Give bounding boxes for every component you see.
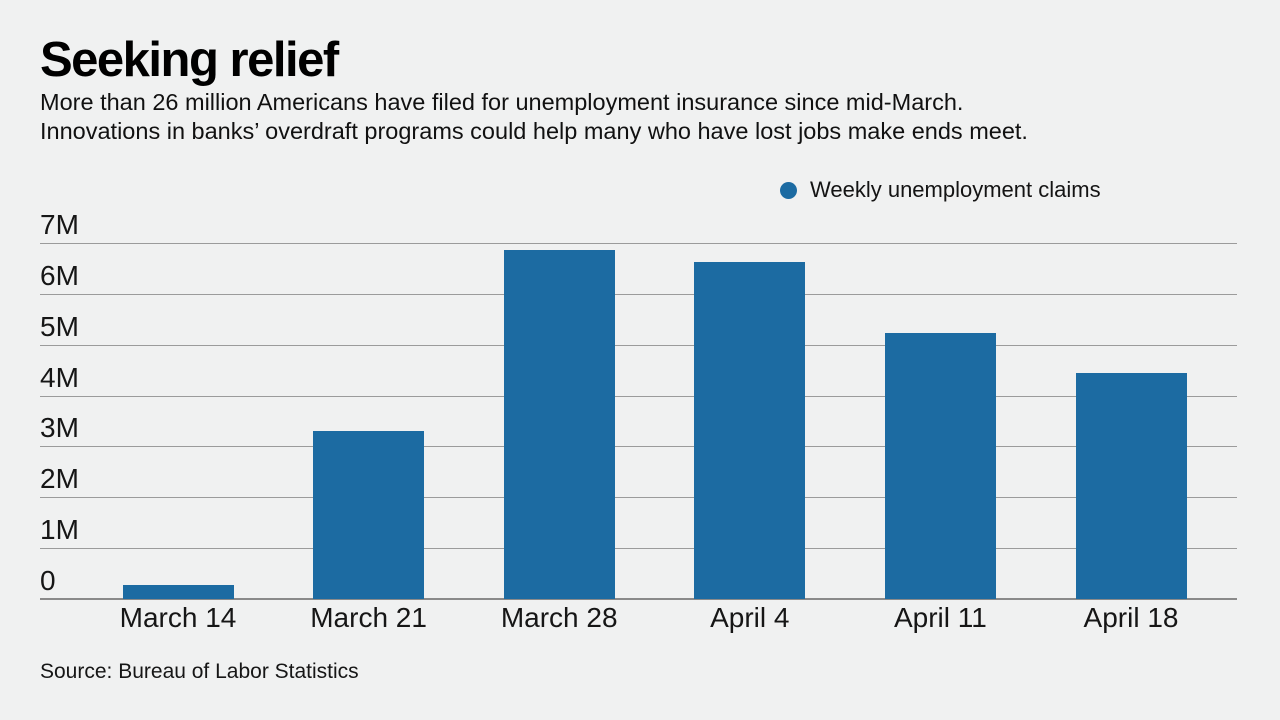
bar-april-18 bbox=[1075, 373, 1187, 599]
bar-march-28 bbox=[503, 249, 615, 599]
bar-march-14 bbox=[122, 584, 234, 599]
legend-dot-icon bbox=[780, 181, 797, 199]
gridline-3m bbox=[40, 446, 1237, 448]
x-axis-tick-april-11: April 11 bbox=[893, 602, 987, 633]
x-axis-tick-april-4: April 4 bbox=[710, 602, 790, 633]
gridline-7m bbox=[40, 243, 1237, 244]
gridline-2m bbox=[40, 497, 1237, 499]
y-axis-tick-5m: 5M bbox=[40, 310, 79, 342]
y-axis-tick-7m: 7M bbox=[40, 209, 79, 240]
x-axis-tick-march-14: March 14 bbox=[119, 602, 237, 633]
subtitle-line-2: Innovations in banks’ overdraft programs… bbox=[40, 118, 1028, 144]
gridline-6m bbox=[40, 293, 1237, 295]
y-axis-tick-0: 0 bbox=[40, 565, 56, 596]
x-axis-tick-march-28: March 28 bbox=[500, 602, 618, 633]
source-note: Source: Bureau of Labor Statistics bbox=[40, 660, 359, 683]
gridline-1m bbox=[40, 548, 1237, 550]
x-axis-tick-march-21: March 21 bbox=[310, 602, 427, 633]
gridline-5m bbox=[40, 344, 1237, 346]
legend: Weekly unemployment claims bbox=[780, 177, 1101, 203]
bar-april-4 bbox=[694, 262, 806, 599]
y-axis-tick-4m: 4M bbox=[40, 361, 79, 393]
y-axis-tick-3m: 3M bbox=[40, 412, 79, 444]
y-axis-tick-2m: 2M bbox=[40, 463, 79, 495]
gridline-0 bbox=[40, 598, 1237, 600]
bar-march-21 bbox=[313, 430, 425, 599]
page-title: Seeking relief bbox=[40, 33, 339, 87]
x-axis-tick-april-18: April 18 bbox=[1083, 602, 1179, 633]
gridline-4m bbox=[40, 395, 1237, 397]
bar-april-11 bbox=[884, 332, 996, 599]
y-axis-tick-1m: 1M bbox=[40, 514, 79, 546]
y-axis-tick-6m: 6M bbox=[40, 259, 79, 291]
legend-label: Weekly unemployment claims bbox=[810, 177, 1101, 202]
subtitle-line-1: More than 26 million Americans have file… bbox=[40, 89, 964, 115]
chart-subtitle: More than 26 million Americans have file… bbox=[40, 88, 1028, 146]
